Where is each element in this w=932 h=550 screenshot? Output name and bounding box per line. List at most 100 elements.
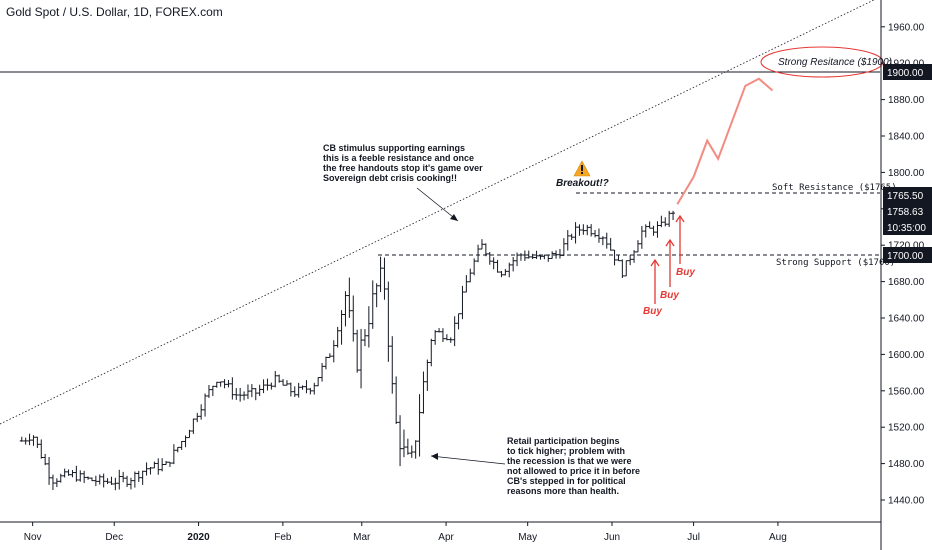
ohlc-bar	[362, 329, 367, 347]
ohlc-bar	[113, 477, 118, 491]
ohlc-bar	[136, 470, 141, 482]
trend-line	[0, 0, 875, 425]
chart-title: Gold Spot / U.S. Dollar, 1D, FOREX.com	[6, 5, 223, 19]
callout-arrow-top	[416, 187, 459, 222]
ohlc-bar	[128, 477, 133, 490]
ohlc-bar	[335, 326, 340, 348]
annotation-line: reasons more than health.	[507, 486, 620, 496]
ohlc-bar	[93, 475, 98, 487]
annotation-line: the free handouts stop it's game over	[323, 163, 483, 173]
ohlc-bar	[620, 259, 625, 279]
ohlc-bar	[444, 334, 449, 341]
ohlc-bar	[557, 248, 562, 259]
ohlc-bar	[97, 474, 102, 485]
ohlc-bar	[398, 415, 403, 467]
x-tick-label: May	[518, 532, 537, 543]
ohlc-bar	[226, 379, 231, 388]
ohlc-bar	[292, 386, 297, 397]
ohlc-bar	[74, 465, 79, 482]
y-tick-label: 1560.00	[888, 386, 925, 397]
ohlc-bar	[655, 221, 660, 238]
annotation-line: Sovereign debt crisis cooking!!	[323, 173, 458, 183]
buy-arrowhead-2	[665, 238, 675, 247]
annotation-line: this is a feeble resistance and once	[323, 153, 475, 163]
x-tick-label: Aug	[769, 532, 787, 543]
ohlc-bar	[593, 229, 598, 238]
ohlc-bar	[382, 257, 387, 300]
buy-label-2: Buy	[660, 290, 679, 301]
buy-label-1: Buy	[643, 306, 662, 317]
ohlc-bar	[401, 429, 406, 458]
ohlc-bar	[105, 478, 110, 485]
ohlc-bar	[210, 385, 215, 397]
ohlc-bar	[179, 440, 184, 450]
price-label-box-close	[883, 187, 932, 203]
ohlc-bar	[550, 251, 555, 259]
projection-line	[676, 77, 774, 205]
ohlc-bar	[394, 376, 399, 425]
ohlc-bar	[148, 467, 153, 475]
ohlc-bar	[175, 446, 180, 453]
ohlc-bar	[331, 340, 336, 363]
ohlc-bar	[253, 388, 258, 401]
ohlc-bar	[351, 295, 356, 342]
ohlc-bar	[483, 243, 488, 257]
ohlc-bar	[600, 236, 605, 246]
ohlc-bar	[421, 371, 426, 414]
ohlc-bar	[374, 283, 379, 308]
ohlc-bar	[19, 436, 24, 442]
ohlc-bar	[312, 382, 317, 395]
ohlc-bar	[86, 476, 91, 480]
y-tick-label: 1600.00	[888, 350, 925, 361]
x-tick-label: Dec	[105, 532, 123, 543]
price-label-1900: 1900.00	[887, 68, 924, 79]
ohlc-bar	[405, 438, 410, 455]
ohlc-bar	[121, 471, 126, 483]
ohlc-bar	[43, 453, 48, 466]
y-tick-label: 1960.00	[888, 22, 925, 33]
ohlc-bar	[89, 477, 94, 482]
ohlc-bar	[47, 457, 52, 485]
ohlc-bar	[261, 379, 266, 394]
ohlc-bar	[70, 469, 75, 478]
y-tick-label: 1640.00	[888, 314, 925, 325]
ohlc-bar	[355, 329, 360, 373]
ohlc-bar	[66, 469, 71, 476]
ohlc-bar	[245, 384, 250, 400]
ohlc-bar	[651, 225, 656, 236]
ohlc-bar	[300, 385, 305, 390]
ohlc-bar	[164, 460, 169, 466]
ohlc-bar	[472, 258, 477, 276]
warning-icon-mark	[581, 165, 583, 171]
ohlc-bar	[616, 255, 621, 262]
buy-arrowhead-3	[675, 214, 685, 223]
ohlc-bar	[460, 285, 465, 320]
cb-stimulus-annotation: CB stimulus supporting earnings this is …	[323, 143, 483, 183]
ohlc-bar	[511, 256, 516, 272]
ohlc-bars	[19, 210, 676, 491]
ohlc-bar	[456, 313, 461, 330]
x-tick-label: Jul	[687, 532, 700, 543]
ohlc-bar	[448, 337, 453, 343]
price-label-1700: 1700.00	[887, 251, 924, 262]
ohlc-bar	[78, 470, 83, 482]
strong-support-label: Strong Support ($1700)	[776, 258, 896, 268]
ohlc-bar	[608, 237, 613, 251]
ohlc-bar	[573, 222, 578, 244]
ohlc-bar	[327, 353, 332, 358]
ohlc-bar	[499, 270, 504, 278]
ohlc-bar	[249, 384, 254, 398]
y-tick-label: 1440.00	[888, 496, 925, 507]
ohlc-bar	[464, 275, 469, 293]
ohlc-bar	[140, 470, 145, 485]
ohlc-bar	[50, 474, 55, 491]
ohlc-bar	[440, 328, 445, 343]
ohlc-bar	[238, 387, 243, 402]
y-tick-label: 1880.00	[888, 95, 925, 106]
annotation-line: not allowed to price it in before	[507, 466, 641, 476]
ohlc-bar	[156, 458, 161, 475]
ohlc-bar	[214, 381, 219, 388]
ohlc-bar	[101, 473, 106, 488]
ohlc-bar	[125, 475, 130, 487]
